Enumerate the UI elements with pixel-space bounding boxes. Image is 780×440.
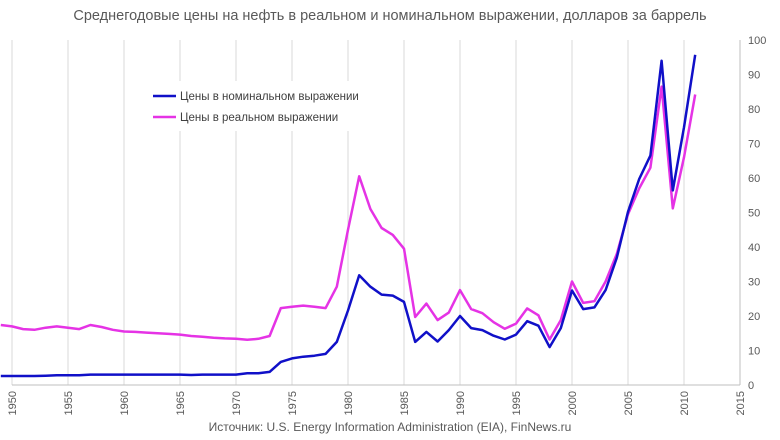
y-tick-label: 0 — [748, 380, 754, 392]
y-tick-label: 70 — [748, 139, 760, 151]
x-tick-label: 2010 — [679, 391, 691, 415]
y-tick-label: 60 — [748, 173, 760, 185]
series-lines — [0, 54, 697, 378]
x-tick-label: 1980 — [343, 391, 355, 415]
x-tick-label: 2015 — [735, 391, 747, 415]
y-tick-label: 10 — [748, 346, 760, 358]
x-tick-label: 1975 — [287, 391, 299, 415]
y-tick-label: 20 — [748, 311, 760, 323]
chart-title: Среднегодовые цены на нефть в реальном и… — [73, 8, 707, 24]
x-tick-label: 1995 — [511, 391, 523, 415]
y-tick-label: 90 — [748, 70, 760, 82]
chart-source: Источник: U.S. Energy Information Admini… — [208, 420, 572, 434]
x-tick-label: 2005 — [623, 391, 635, 415]
series-line-real — [0, 85, 697, 342]
legend-label-real: Цены в реальном выражении — [180, 112, 338, 124]
x-tick-label: 2000 — [567, 391, 579, 415]
y-tick-label: 30 — [748, 277, 760, 289]
legend: Цены в номинальном выражении Цены в реал… — [145, 81, 373, 131]
axes — [12, 40, 741, 386]
x-tick-label: 1955 — [63, 391, 75, 415]
legend-label-nominal: Цены в номинальном выражении — [180, 91, 359, 103]
x-tick-label: 1985 — [399, 391, 411, 415]
x-tick-label: 1965 — [175, 391, 187, 415]
x-tick-label: 1970 — [231, 391, 243, 415]
x-tick-label: 1950 — [7, 391, 19, 415]
y-tick-label: 50 — [748, 208, 760, 220]
series-line-nominal — [0, 54, 697, 378]
y-tick-label: 80 — [748, 104, 760, 116]
grid — [11, 40, 741, 385]
x-axis-ticks: 1950 1955 1960 1965 1970 1975 1980 1985 1990 1995… — [7, 391, 747, 415]
y-tick-label: 40 — [748, 242, 760, 254]
x-tick-label: 1960 — [119, 391, 131, 415]
y-tick-label: 100 — [748, 35, 766, 47]
y-axis-ticks: 0 10 20 30 40 50 60 70 80 90 100 — [748, 35, 766, 392]
x-tick-label: 1990 — [455, 391, 467, 415]
legend-box — [145, 81, 373, 131]
